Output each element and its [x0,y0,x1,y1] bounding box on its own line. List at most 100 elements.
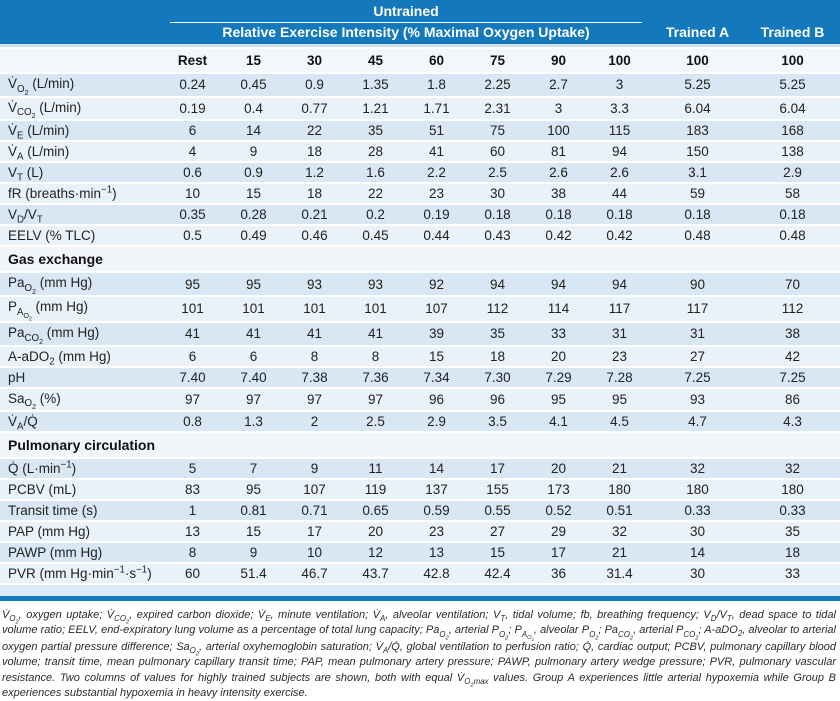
value-cell-sao2-7: 95 [589,388,650,411]
value-cell-vt-2: 1.2 [284,163,345,183]
value-cell-ph-4: 7.34 [406,367,467,387]
value-cell-pcbv-4: 137 [406,480,467,500]
value-cell-pAo2-0: 101 [162,296,223,321]
value-cell-vaq-6: 4.1 [528,412,589,432]
column-header-2: 30 [284,49,345,72]
table-row-pAo2: PAO2 (mm Hg) 101 101 101 101 107 112 114 117 117 1… [0,296,840,321]
band-separator [0,44,840,47]
row-label-ve: V̇E (L/min) [0,121,162,141]
value-cell-va-4: 41 [406,142,467,162]
column-header-8: 100 [650,49,745,72]
value-cell-vaq-7: 4.5 [589,412,650,432]
row-label-vt: VT (L) [0,163,162,183]
value-cell-pawp-2: 10 [284,543,345,563]
value-cell-q-7: 21 [589,459,650,479]
bottom-blue-rule [0,596,840,602]
value-cell-paco2-1: 41 [223,322,284,345]
value-cell-pap-3: 20 [345,522,406,542]
row-label-pao2: PaO2 (mm Hg) [0,273,162,296]
value-cell-paco2-7: 31 [589,322,650,345]
trained-a-group-header: Trained A [665,24,730,40]
value-cell-transit-0: 1 [162,501,223,521]
value-cell-va-5: 60 [467,142,528,162]
value-cell-eelv-2: 0.46 [284,226,345,246]
value-cell-pAo2-4: 107 [406,296,467,321]
corner-cell [0,49,162,72]
value-cell-pao2-2: 93 [284,273,345,295]
value-cell-pvr-7: 31.4 [589,564,650,584]
value-cell-ph-0: 7.40 [162,367,223,387]
value-cell-fr-4: 23 [406,184,467,204]
value-cell-pawp-5: 15 [467,543,528,563]
value-cell-vo2-6: 2.7 [528,74,589,96]
value-cell-vdvt-1: 0.28 [223,205,284,225]
value-cell-ve-4: 51 [406,121,467,141]
value-cell-pvr-6: 36 [528,564,589,584]
value-cell-vdvt-9: 0.18 [745,205,840,225]
table-row-va: V̇A (L/min) 4 9 18 28 41 60 81 94 150 138 [0,142,840,162]
value-cell-ve-2: 22 [284,121,345,141]
value-cell-vdvt-5: 0.18 [467,205,528,225]
value-cell-vdvt-4: 0.19 [406,205,467,225]
value-cell-pap-8: 30 [650,522,745,542]
value-cell-sao2-1: 97 [223,388,284,411]
column-header-9: 100 [745,49,840,72]
value-cell-pawp-0: 8 [162,543,223,563]
table-row-pcbv: PCBV (mL) 83 95 107 119 137 155 173 180 180 180 [0,480,840,500]
row-label-q: Q̇ (L·min−1) [0,459,162,479]
table-row-vdvt: VD/VT 0.35 0.28 0.21 0.2 0.19 0.18 0.18 0.18 0.18… [0,205,840,225]
table-row-pao2: PaO2 (mm Hg) 95 95 93 93 92 94 94 94 90 70 [0,273,840,296]
value-cell-pcbv-1: 95 [223,480,284,500]
value-cell-sao2-3: 97 [345,388,406,411]
column-header-1: 15 [223,49,284,72]
value-cell-pawp-7: 21 [589,543,650,563]
value-cell-ve-3: 35 [345,121,406,141]
table-row-q: Q̇ (L·min−1) 5 7 9 11 14 17 20 21 32 32 [0,459,840,479]
row-label-aado2: A-aDO2 (mm Hg) [0,346,162,367]
value-cell-paco2-2: 41 [284,322,345,345]
value-cell-pawp-4: 13 [406,543,467,563]
row-label-vdvt: VD/VT [0,205,162,225]
value-cell-q-0: 5 [162,459,223,479]
value-cell-q-1: 7 [223,459,284,479]
value-cell-eelv-4: 0.44 [406,226,467,246]
value-cell-eelv-5: 0.43 [467,226,528,246]
value-cell-pao2-3: 93 [345,273,406,295]
column-header-3: 45 [345,49,406,72]
value-cell-fr-3: 22 [345,184,406,204]
section-header-label: Pulmonary circulation [0,433,840,458]
value-cell-vco2-3: 1.21 [345,97,406,120]
value-cell-q-4: 14 [406,459,467,479]
value-cell-pap-2: 17 [284,522,345,542]
value-cell-va-1: 9 [223,142,284,162]
table-header-band: Untrained Relative Exercise Intensity (%… [0,0,840,44]
value-cell-pao2-0: 95 [162,273,223,295]
value-cell-fr-0: 10 [162,184,223,204]
value-cell-transit-3: 0.65 [345,501,406,521]
value-cell-pcbv-7: 180 [589,480,650,500]
value-cell-pAo2-5: 112 [467,296,528,321]
table-row-transit: Transit time (s) 1 0.81 0.71 0.65 0.59 0.55 0.5… [0,501,840,521]
value-cell-vo2-3: 1.35 [345,74,406,96]
value-cell-ph-1: 7.40 [223,367,284,387]
value-cell-ve-1: 14 [223,121,284,141]
value-cell-va-7: 94 [589,142,650,162]
table-row-vco2: V̇CO2 (L/min) 0.19 0.4 0.77 1.21 1.71 2.31 3 3.3… [0,97,840,120]
value-cell-pAo2-3: 101 [345,296,406,321]
value-cell-vdvt-7: 0.18 [589,205,650,225]
row-label-paco2: PaCO2 (mm Hg) [0,322,162,346]
value-cell-pap-9: 35 [745,522,840,542]
value-cell-vaq-4: 2.9 [406,412,467,432]
value-cell-paco2-5: 35 [467,322,528,345]
value-cell-aado2-4: 15 [406,346,467,366]
table-row-aado2: A-aDO2 (mm Hg) 6 6 8 8 15 18 20 23 27 42 [0,346,840,367]
value-cell-ph-6: 7.29 [528,367,589,387]
value-cell-eelv-1: 0.49 [223,226,284,246]
value-cell-fr-8: 59 [650,184,745,204]
value-cell-vco2-6: 3 [528,97,589,120]
value-cell-sao2-6: 95 [528,388,589,411]
bottom-pale-strip [0,585,840,597]
value-cell-vt-9: 2.9 [745,163,840,183]
value-cell-pawp-9: 18 [745,543,840,563]
table-row-ph: pH 7.40 7.40 7.38 7.36 7.34 7.30 7.29 7.28 7.25 7.… [0,367,840,387]
